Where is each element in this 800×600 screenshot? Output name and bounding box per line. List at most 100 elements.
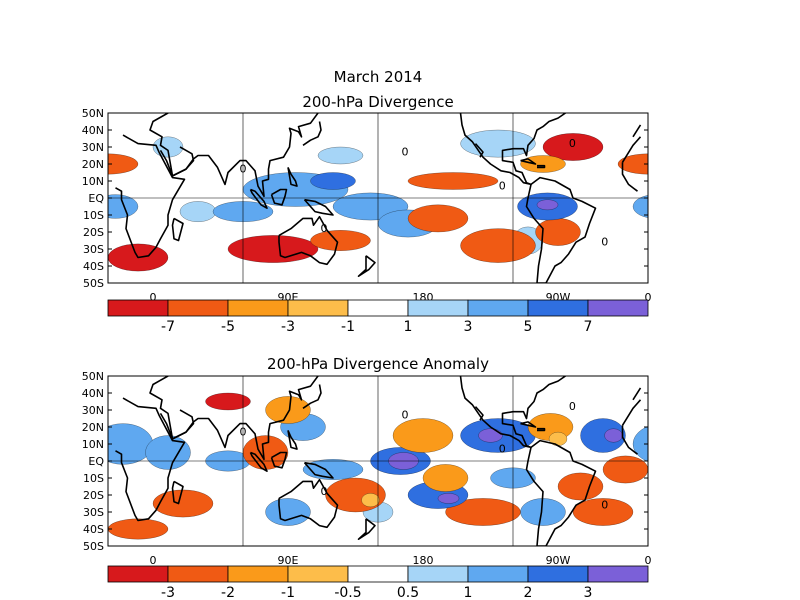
coastline-gulfcal [474, 406, 484, 421]
convergence-cell [746, 393, 791, 410]
divergence-cell [108, 194, 139, 219]
panel-title-divergence: 200-hPa Divergence [302, 93, 453, 111]
colorbar-label: -3 [161, 585, 175, 600]
coastline-africa [621, 425, 638, 455]
colorbar-swatch [107, 299, 169, 317]
divergence-cell [41, 419, 86, 453]
lat-tick-label: 30N [82, 141, 104, 154]
divergence-cell [265, 498, 311, 526]
divergence-cell [536, 199, 559, 211]
divergence-cell [460, 129, 536, 158]
colorbar-swatch [227, 565, 289, 583]
lon-tick-label: 0 [150, 554, 157, 567]
lat-tick-label: 50N [82, 370, 104, 383]
colorbar-label: 1 [464, 585, 473, 600]
contour-label: 0 [240, 426, 247, 439]
lat-tick-label: 30S [83, 506, 104, 519]
divergence-cell [317, 146, 364, 165]
colorbar-swatch [587, 299, 649, 317]
colorbar-swatch [107, 565, 169, 583]
lat-tick-label: 10N [82, 438, 104, 451]
coastline-newzealand [357, 255, 376, 278]
colorbar-label: 2 [524, 585, 533, 600]
convergence-cell [18, 473, 63, 500]
coastline-newguinea [303, 461, 334, 479]
convergence-cell [572, 498, 634, 526]
lat-tick-label: 40N [82, 387, 104, 400]
convergence-cell [407, 172, 499, 190]
coastline-cuba [520, 158, 537, 165]
coastline-gulfcal [474, 143, 484, 158]
convergence-cell [361, 493, 380, 508]
lat-tick-label: 10S [83, 209, 104, 222]
contour-label: 0 [499, 180, 506, 193]
convergence-cell [602, 455, 648, 484]
convergence-cell [407, 204, 469, 233]
lat-tick-label: 50S [83, 277, 104, 290]
coastline-samerica [525, 176, 597, 283]
colorbar-swatch [467, 299, 529, 317]
convergence-cell [783, 436, 800, 470]
coastline-eurasia [632, 124, 642, 138]
colorbar-label: 1 [404, 319, 413, 335]
divergence-cell [632, 426, 648, 462]
lon-tick-label: 0 [645, 291, 652, 304]
convergence-cell [9, 432, 27, 446]
convergence-cell [422, 464, 469, 492]
coastline-africa [621, 399, 642, 426]
coastline-japan [302, 384, 322, 409]
coastline-borneo [270, 188, 288, 206]
colorbar-label: 0.5 [397, 585, 419, 600]
contour-label: 0 [569, 137, 576, 150]
convergence-cell [542, 133, 604, 161]
divergence-cell [746, 451, 791, 471]
coastline-namerica [459, 113, 566, 186]
divergence-cell [0, 200, 18, 210]
coastline-africa [115, 397, 186, 522]
colorbar-label: -0.5 [334, 585, 361, 600]
colorbar-swatch [587, 565, 649, 583]
divergence-anomaly-map: 0 0 0 0 0 0 50N 40N 30N 20N 10N EQ 10S 20S 30S 40S 50S 0 9… [9, 345, 800, 567]
colorbar-label: -7 [161, 319, 175, 335]
coastline-philippines [287, 430, 298, 450]
divergence-cell [179, 201, 217, 223]
divergence-cell [302, 459, 364, 480]
contour-label: 0 [402, 146, 409, 159]
coastline-africa [621, 162, 638, 192]
coastline-madagascar [171, 480, 184, 505]
lat-tick-label: 10N [82, 175, 104, 188]
colorbar-label: -5 [221, 319, 235, 335]
lat-tick-label: 40N [82, 124, 104, 137]
convergence-cell [0, 156, 26, 173]
lat-tick-label: EQ [88, 455, 104, 468]
contour-label: 0 [321, 222, 328, 235]
coastline-newzealand [357, 518, 376, 541]
coastline-greenland [573, 345, 603, 359]
contour-label: 0 [240, 163, 247, 176]
convergence-cell [3, 133, 63, 160]
convergence-cell [392, 418, 454, 453]
coastline-eurasia [149, 376, 319, 461]
colorbar-swatch [527, 299, 589, 317]
lat-tick-label: 20S [83, 226, 104, 239]
coastline-greenland [573, 82, 603, 96]
convergence-cell [460, 228, 536, 263]
colorbar-label: 3 [464, 319, 473, 335]
convergence-cell [108, 153, 139, 175]
coastline-samerica [525, 439, 597, 546]
colorbar-swatch [347, 299, 409, 317]
convergence-cell [445, 498, 521, 526]
divergence-cell [783, 173, 800, 207]
divergence-cell [0, 193, 38, 220]
divergence-anomaly-colorbar: -3 -2 -1 -0.5 0.5 1 2 3 [107, 565, 649, 600]
coastline-arabia [159, 409, 195, 440]
coastline-madagascar [171, 217, 184, 242]
convergence-cell [693, 490, 753, 517]
colorbar-label: -3 [281, 319, 295, 335]
coastline-newguinea [303, 198, 334, 216]
coastline-africa [621, 136, 642, 163]
coastline-japan [302, 121, 322, 146]
contour-label: 0 [321, 485, 328, 498]
colorbar-label: 3 [584, 585, 593, 600]
